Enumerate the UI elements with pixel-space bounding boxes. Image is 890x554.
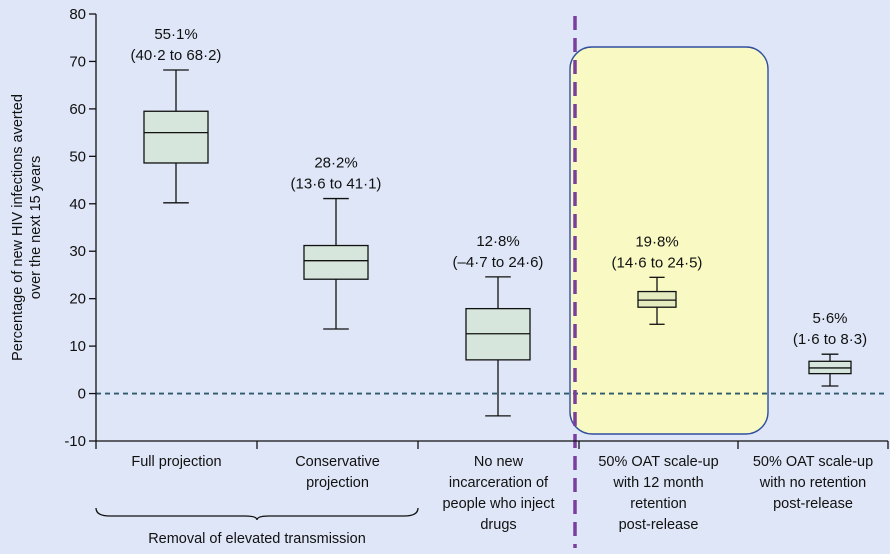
interval-label: (13·6 to 41·1) <box>291 176 382 193</box>
y-axis-label: Percentage of new HIV infections averted <box>10 94 26 361</box>
x-tick-label: No new <box>474 454 524 470</box>
y-tick-label: 80 <box>69 6 86 23</box>
value-label: 28·2% <box>314 155 357 172</box>
x-tick-label: people who inject <box>442 496 554 512</box>
highlight-region <box>569 46 769 435</box>
y-tick-label: 40 <box>69 196 86 213</box>
y-axis-label: over the next 15 years <box>28 156 44 299</box>
x-tick-label: post-release <box>773 496 853 512</box>
x-tick-label: drugs <box>480 517 516 533</box>
value-label: 5·6% <box>812 310 847 327</box>
box <box>637 290 677 308</box>
group-bracket-label: Removal of elevated transmission <box>148 531 366 547</box>
y-tick-label: 30 <box>69 243 86 260</box>
x-tick-label: Conservative <box>295 454 380 470</box>
value-label: 55·1% <box>154 26 197 43</box>
interval-label: (14·6 to 24·5) <box>612 254 703 271</box>
x-tick-label: incarceration of <box>449 475 549 491</box>
value-label: 19·8% <box>635 233 678 250</box>
interval-label: (40·2 to 68·2) <box>131 47 222 64</box>
box <box>303 244 369 280</box>
value-label: 12·8% <box>476 233 519 250</box>
y-tick-label: 0 <box>78 386 86 403</box>
x-tick-label: 50% OAT scale-up <box>753 454 873 470</box>
x-tick-label: post-release <box>619 517 699 533</box>
interval-label: (1·6 to 8·3) <box>793 331 867 348</box>
x-tick-label: with 12 month <box>612 475 703 491</box>
y-tick-label: 20 <box>69 291 86 308</box>
interval-label: (–4·7 to 24·6) <box>453 254 544 271</box>
x-tick-label: retention <box>630 496 686 512</box>
y-tick-label: 70 <box>69 53 86 70</box>
box <box>143 110 209 164</box>
x-tick-label: projection <box>306 475 369 491</box>
y-tick-label: 10 <box>69 338 86 355</box>
x-tick-label: with no retention <box>759 475 866 491</box>
y-tick-label: 60 <box>69 101 86 118</box>
y-tick-label: 50 <box>69 148 86 165</box>
x-tick-label: Full projection <box>131 454 221 470</box>
y-tick-label: -10 <box>64 433 86 450</box>
x-tick-label: 50% OAT scale-up <box>598 454 718 470</box>
group-bracket <box>95 507 419 521</box>
